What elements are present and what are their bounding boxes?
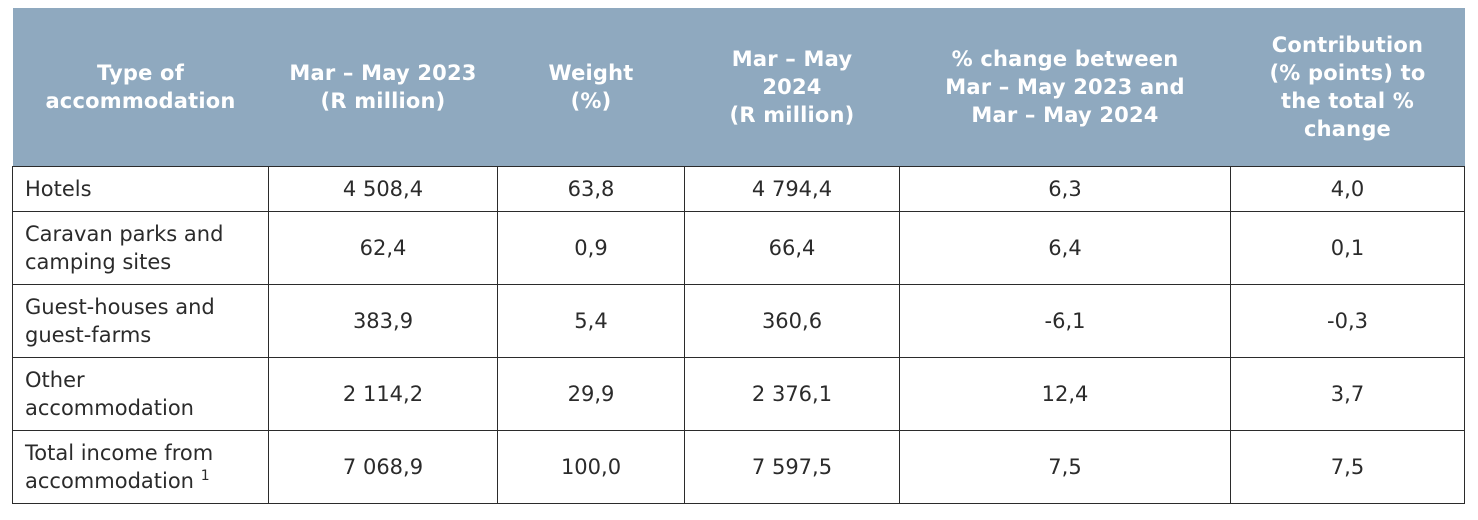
cell-percent-change: 6,3 [899, 166, 1231, 212]
cell-value-2024: 7 597,5 [684, 430, 900, 504]
header-weight: Weight (%) [497, 8, 685, 167]
cell-value-2024: 66,4 [684, 211, 900, 285]
row-label: Caravan parks and camping sites [12, 211, 269, 285]
cell-percent-change: -6,1 [899, 284, 1231, 358]
table-body: Hotels 4 508,4 63,8 4 794,4 6,3 4,0 Cara… [12, 166, 1465, 504]
cell-weight: 29,9 [497, 357, 685, 431]
table-row: Hotels 4 508,4 63,8 4 794,4 6,3 4,0 [12, 166, 1465, 212]
header-percent-change: % change between Mar – May 2023 and Mar … [899, 8, 1231, 167]
header-type-of-accommodation: Type of accommodation [12, 8, 269, 167]
cell-value-2023: 62,4 [268, 211, 498, 285]
cell-weight: 63,8 [497, 166, 685, 212]
cell-value-2023: 383,9 [268, 284, 498, 358]
cell-percent-change: 12,4 [899, 357, 1231, 431]
cell-weight: 100,0 [497, 430, 685, 504]
cell-value-2023: 7 068,9 [268, 430, 498, 504]
row-label: Hotels [12, 166, 269, 212]
table-row: Other accommodation 2 114,2 29,9 2 376,1… [12, 357, 1465, 431]
cell-contribution: 7,5 [1230, 430, 1465, 504]
header-row: Type of accommodation Mar – May 2023 (R … [12, 8, 1465, 167]
cell-value-2024: 4 794,4 [684, 166, 900, 212]
table-header: Type of accommodation Mar – May 2023 (R … [12, 8, 1465, 167]
cell-value-2024: 360,6 [684, 284, 900, 358]
cell-value-2024: 2 376,1 [684, 357, 900, 431]
cell-contribution: 4,0 [1230, 166, 1465, 212]
cell-contribution: -0,3 [1230, 284, 1465, 358]
cell-percent-change: 7,5 [899, 430, 1231, 504]
cell-contribution: 0,1 [1230, 211, 1465, 285]
cell-value-2023: 2 114,2 [268, 357, 498, 431]
header-contribution: Contribution (% points) to the total % c… [1230, 8, 1465, 167]
header-mar-may-2024: Mar – May 2024 (R million) [684, 8, 900, 167]
footnote-marker: 1 [200, 468, 210, 484]
cell-value-2023: 4 508,4 [268, 166, 498, 212]
header-mar-may-2023: Mar – May 2023 (R million) [268, 8, 498, 167]
table-row: Guest-houses and guest-farms 383,9 5,4 3… [12, 284, 1465, 358]
cell-percent-change: 6,4 [899, 211, 1231, 285]
row-label: Other accommodation [12, 357, 269, 431]
row-label: Guest-houses and guest-farms [12, 284, 269, 358]
table-row-total: Total income from accommodation 1 7 068,… [12, 430, 1465, 504]
accommodation-income-table: Type of accommodation Mar – May 2023 (R … [12, 8, 1465, 504]
cell-weight: 5,4 [497, 284, 685, 358]
row-label: Total income from accommodation 1 [12, 430, 269, 504]
cell-weight: 0,9 [497, 211, 685, 285]
cell-contribution: 3,7 [1230, 357, 1465, 431]
table-row: Caravan parks and camping sites 62,4 0,9… [12, 211, 1465, 285]
